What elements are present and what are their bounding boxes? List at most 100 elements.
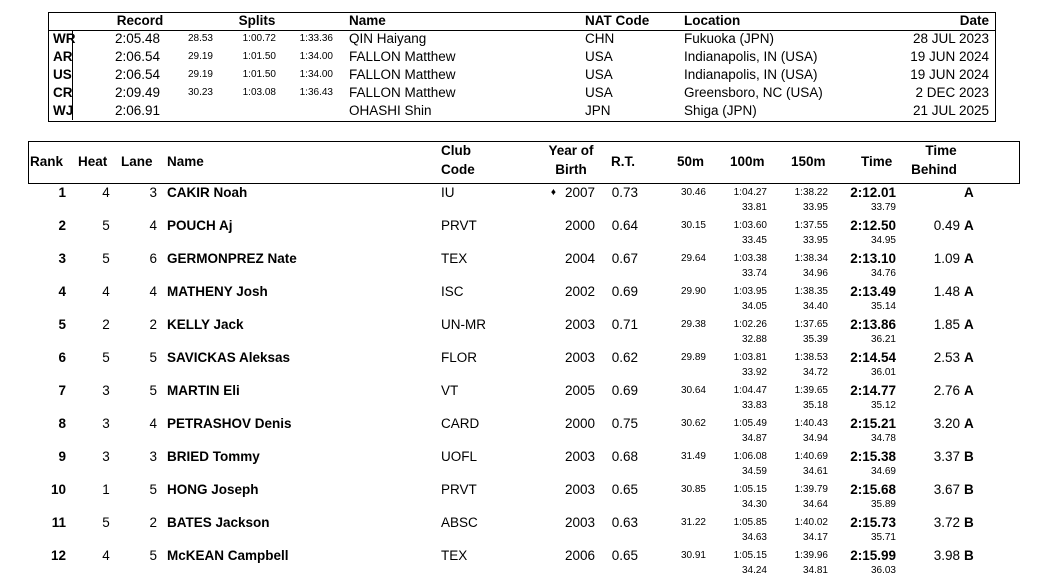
split-100: 1:05.49 [733, 418, 767, 429]
club-code: TEX [441, 548, 468, 563]
lap-split: 33.92 [741, 367, 767, 378]
records-header: NAT Code [585, 13, 650, 28]
swimmer-name: MATHENY Josh [167, 284, 268, 299]
header-club: Code [441, 162, 475, 177]
split-100: 1:04.27 [733, 187, 767, 198]
split-50: 29.89 [680, 352, 706, 363]
lap-split: 36.21 [870, 334, 896, 345]
record-location: Indianapolis, IN (USA) [684, 67, 818, 82]
club-code: VT [441, 383, 459, 398]
record-time: 2:06.54 [115, 49, 161, 64]
header-heat: Heat [78, 154, 108, 169]
year-of-birth: 2000 [564, 416, 595, 431]
record-code: WJ [53, 103, 74, 118]
record-split: 1:34.00 [299, 51, 333, 62]
time-behind: 1.48 [933, 284, 960, 299]
lap-split: 34.30 [741, 499, 767, 510]
reaction-time: 0.64 [611, 218, 638, 233]
record-split: 1:01.50 [242, 69, 276, 80]
club-code: UN-MR [441, 317, 486, 332]
final-time: 2:14.54 [850, 350, 896, 365]
year-of-birth: 2007 [564, 185, 595, 200]
lap-split: 35.12 [870, 400, 896, 411]
lap-split: 34.17 [802, 532, 828, 543]
results-header-box [28, 141, 1020, 184]
lap-split: 34.81 [802, 565, 828, 576]
split-150: 1:40.69 [794, 451, 828, 462]
lap-split: 34.40 [802, 301, 828, 312]
lap-split: 33.95 [802, 235, 828, 246]
lap-split: 34.76 [870, 268, 896, 279]
split-50: 30.64 [680, 385, 706, 396]
split-150: 1:38.53 [794, 352, 828, 363]
split-50: 30.62 [680, 418, 706, 429]
record-date: 28 JUL 2023 [912, 31, 989, 46]
swimmer-name: CAKIR Noah [167, 185, 248, 200]
record-time: 2:06.54 [115, 67, 161, 82]
records-header-rule [49, 30, 995, 31]
record-date: 2 DEC 2023 [915, 85, 989, 100]
heat: 5 [102, 218, 110, 233]
rank: 5 [58, 317, 66, 332]
club-code: TEX [441, 251, 468, 266]
lane: 5 [149, 383, 157, 398]
records-box [48, 12, 996, 122]
heat: 3 [102, 383, 110, 398]
time-behind: 3.67 [933, 482, 960, 497]
rank: 3 [58, 251, 66, 266]
qualifier: A [964, 416, 974, 431]
final-time: 2:15.73 [850, 515, 896, 530]
reaction-time: 0.75 [611, 416, 638, 431]
year-of-birth: 2004 [564, 251, 595, 266]
record-nat: USA [585, 85, 613, 100]
record-code: US [53, 67, 72, 82]
split-50: 30.91 [680, 550, 706, 561]
club-code: UOFL [441, 449, 478, 464]
rank: 12 [50, 548, 66, 563]
rank: 7 [58, 383, 66, 398]
record-nat: USA [585, 67, 613, 82]
split-50: 30.15 [680, 220, 706, 231]
lap-split: 34.64 [802, 499, 828, 510]
rank: 4 [58, 284, 66, 299]
heat: 1 [102, 482, 110, 497]
lap-split: 36.01 [870, 367, 896, 378]
record-location: Greensboro, NC (USA) [684, 85, 823, 100]
header-name: Name [167, 154, 204, 169]
split-150: 1:39.65 [794, 385, 828, 396]
year-of-birth: 2003 [564, 482, 595, 497]
lap-split: 35.18 [802, 400, 828, 411]
reaction-time: 0.67 [611, 251, 638, 266]
final-time: 2:12.50 [850, 218, 896, 233]
qualifier: A [964, 350, 974, 365]
record-holder: OHASHI Shin [349, 103, 432, 118]
split-100: 1:05.15 [733, 484, 767, 495]
qualifier: A [964, 383, 974, 398]
reaction-time: 0.69 [611, 383, 638, 398]
lap-split: 33.74 [741, 268, 767, 279]
records-header: Name [349, 13, 386, 28]
time-behind: 3.37 [933, 449, 960, 464]
final-time: 2:15.99 [850, 548, 896, 563]
lap-split: 34.05 [741, 301, 767, 312]
swimmer-name: McKEAN Campbell [167, 548, 289, 563]
split-50: 29.38 [680, 319, 706, 330]
lane: 4 [149, 284, 157, 299]
lap-split: 34.59 [741, 466, 767, 477]
reaction-time: 0.62 [611, 350, 638, 365]
lap-split: 35.14 [870, 301, 896, 312]
time-behind: 2.76 [933, 383, 960, 398]
split-150: 1:40.02 [794, 517, 828, 528]
lane: 5 [149, 350, 157, 365]
record-split: 1:01.50 [242, 51, 276, 62]
record-split: 30.23 [187, 87, 213, 98]
split-150: 1:38.34 [794, 253, 828, 264]
rank: 9 [58, 449, 66, 464]
club-code: ABSC [441, 515, 478, 530]
header-rank: Rank [30, 154, 64, 169]
reaction-time: 0.69 [611, 284, 638, 299]
lane: 3 [149, 449, 157, 464]
lane: 5 [149, 548, 157, 563]
heat: 4 [102, 548, 110, 563]
